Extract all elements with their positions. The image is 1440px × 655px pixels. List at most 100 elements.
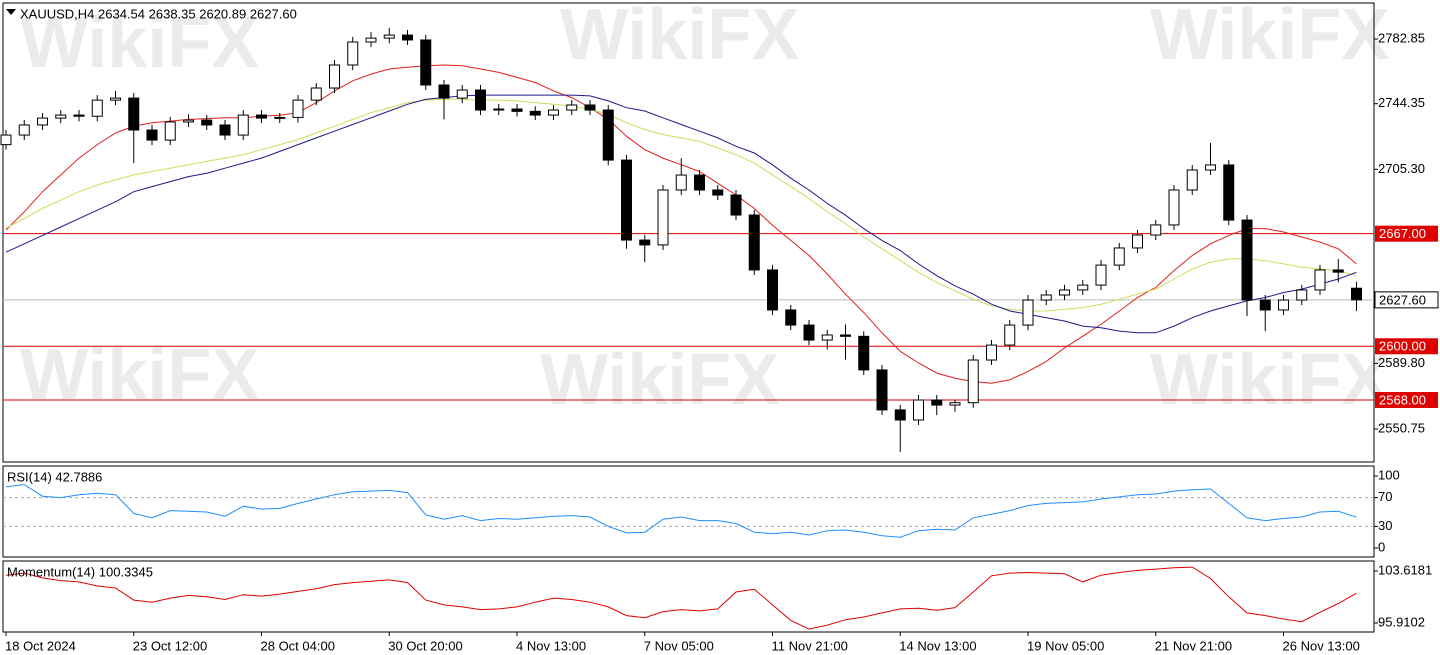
candle-body [931, 399, 943, 406]
candle-body [511, 108, 523, 112]
candle-body [365, 37, 377, 43]
x-tick-label: 26 Nov 13:00 [1283, 638, 1360, 653]
watermark: WikiFX [1150, 340, 1389, 420]
candle-body [913, 399, 924, 421]
candle-body [1278, 299, 1289, 311]
watermark: WikiFX [560, 0, 799, 75]
candle-body [840, 334, 851, 337]
panel: 103.6181 95.9102 Momentum(14) 100.3345 [2, 560, 1432, 633]
y-tick-label: 2550.75 [1378, 420, 1425, 435]
candle-body [91, 99, 103, 117]
candle-body [1040, 294, 1052, 301]
level-label: 2568.00 [1379, 392, 1426, 407]
x-tick-label: 18 Oct 2024 [5, 638, 76, 653]
x-tick-label: 7 Nov 05:00 [644, 638, 714, 653]
candle-body [146, 129, 158, 141]
panel: 2782.85 2744.35 2705.30 2589.80 2550.75 2667.… [0, 2, 1439, 463]
candle-body [1132, 234, 1143, 249]
candle-body [219, 124, 231, 136]
panel-frame [2, 2, 1375, 463]
level-label: 2600.00 [1379, 339, 1426, 354]
candle-body [274, 116, 286, 119]
candle-body [748, 214, 760, 271]
candle-body [1113, 247, 1125, 266]
y-tick-label: 2782.85 [1378, 30, 1425, 45]
candle-body [1351, 287, 1362, 301]
candle-body [1168, 189, 1180, 226]
candle-body [1059, 289, 1070, 296]
candle-body [621, 159, 632, 241]
y-tick-label: 103.6181 [1378, 562, 1432, 577]
candle-body [475, 89, 486, 111]
x-tick-label: 30 Oct 20:00 [388, 638, 462, 653]
candle-body [1259, 299, 1271, 311]
level-label-box [1375, 225, 1438, 242]
candle-body [1150, 224, 1162, 236]
level-label-box [1375, 392, 1438, 409]
watermark: WikiFX [20, 335, 259, 415]
watermark: WikiFX [540, 340, 779, 420]
candle-body [675, 174, 687, 191]
x-tick-label: 4 Nov 13:00 [516, 638, 586, 653]
indicator-line [5, 484, 1357, 538]
candle-body [73, 114, 85, 117]
candle-body [894, 409, 906, 421]
candle-body [602, 109, 614, 161]
candle-body [420, 39, 432, 86]
candle-body [1186, 169, 1198, 191]
y-tick-label: 70 [1378, 489, 1392, 504]
y-tick-label: 30 [1378, 518, 1392, 533]
candle-body [529, 110, 541, 116]
candle-body [548, 109, 559, 116]
candle-body [584, 104, 596, 111]
candle-body [785, 309, 797, 326]
candle-body [383, 34, 395, 39]
panel-title: Momentum(14) 100.3345 [7, 564, 153, 579]
candle-body [347, 41, 359, 66]
level-label: 2667.00 [1379, 226, 1426, 241]
candle-body [821, 334, 833, 341]
candle-body [493, 108, 505, 111]
candle-body [1004, 324, 1016, 346]
y-tick-label: 95.9102 [1378, 614, 1425, 629]
x-tick-label: 28 Oct 04:00 [261, 638, 335, 653]
panel-frame [2, 560, 1375, 633]
candle-body [237, 114, 249, 136]
y-tick-label: 2705.30 [1378, 161, 1425, 176]
x-tick-label: 11 Nov 21:00 [772, 638, 848, 653]
menu-triangle[interactable] [6, 9, 16, 15]
candle-body [767, 269, 778, 311]
candle-body [1314, 269, 1326, 291]
candle-body [1022, 299, 1034, 326]
candle-body [1241, 219, 1253, 301]
candle-body [55, 114, 67, 119]
y-tick-label: 2744.35 [1378, 95, 1425, 110]
indicator-line [5, 98, 1357, 312]
candle-body [1095, 264, 1107, 286]
candle-body [694, 174, 705, 191]
candle-body [456, 89, 468, 99]
candle-body [256, 114, 267, 119]
candle-body [183, 119, 194, 123]
candle-body [292, 99, 304, 118]
watermark: WikiFX [1150, 0, 1389, 75]
watermark: WikiFX [20, 3, 259, 83]
candle-body [110, 97, 121, 101]
candle-body [128, 97, 140, 131]
candle-body [986, 344, 997, 361]
candle-body [876, 369, 888, 411]
x-tick-label: 19 Nov 05:00 [1027, 638, 1104, 653]
watermarks: WikiFX WikiFX WikiFX WikiFX WikiFX WikiFX [20, 0, 1389, 420]
y-tick-label: 100 [1378, 467, 1400, 482]
candle-body [37, 117, 48, 126]
candle-body [1077, 284, 1089, 291]
x-tick-label: 23 Oct 12:00 [133, 638, 207, 653]
candle-body [803, 324, 815, 341]
candle-body [310, 87, 322, 101]
panel-title: RSI(14) 42.7886 [7, 469, 102, 484]
candle-body [730, 194, 742, 216]
candle-body [639, 239, 651, 246]
